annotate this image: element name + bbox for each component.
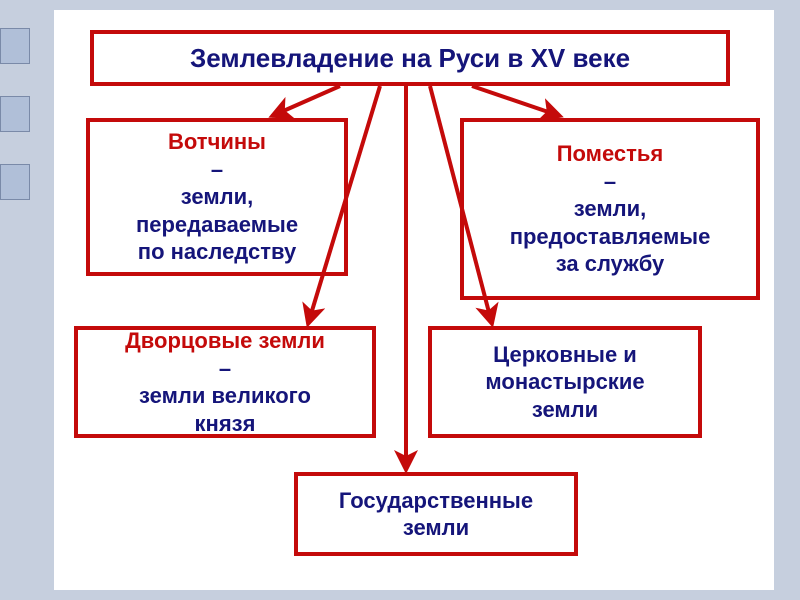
dvortsovye-line1: Дворцовые земли – — [125, 327, 325, 382]
box-dvortsovye: Дворцовые земли – земли великого князя — [74, 326, 376, 438]
tserkovnye-line1: Церковные и — [493, 341, 637, 369]
box-tserkovnye: Церковные и монастырские земли — [428, 326, 702, 438]
votchiny-line2: земли, — [181, 183, 253, 211]
side-tab-3 — [0, 164, 30, 200]
title-box: Землевладение на Руси в XV веке — [90, 30, 730, 86]
votchiny-line1: Вотчины – — [168, 128, 266, 183]
pomestya-line4: за службу — [556, 250, 665, 278]
gos-line2: земли — [403, 514, 469, 542]
pomestya-line1: Поместья – — [557, 140, 664, 195]
tserkovnye-line2: монастырские — [485, 368, 644, 396]
box-votchiny: Вотчины – земли, передаваемые по наследс… — [86, 118, 348, 276]
pomestya-line2: земли, — [574, 195, 646, 223]
pomestya-line3: предоставляемые — [510, 223, 711, 251]
gos-line1: Государственные — [339, 487, 533, 515]
side-tab-1 — [0, 28, 30, 64]
tserkovnye-line3: земли — [532, 396, 598, 424]
dvortsovye-line2: земли великого — [139, 382, 311, 410]
title-text: Землевладение на Руси в XV веке — [190, 42, 630, 75]
votchiny-line4: по наследству — [138, 238, 296, 266]
box-pomestya: Поместья – земли, предоставляемые за слу… — [460, 118, 760, 300]
side-tab-2 — [0, 96, 30, 132]
votchiny-line3: передаваемые — [136, 211, 298, 239]
dvortsovye-line3: князя — [195, 410, 256, 438]
box-gosudarstvennye: Государственные земли — [294, 472, 578, 556]
